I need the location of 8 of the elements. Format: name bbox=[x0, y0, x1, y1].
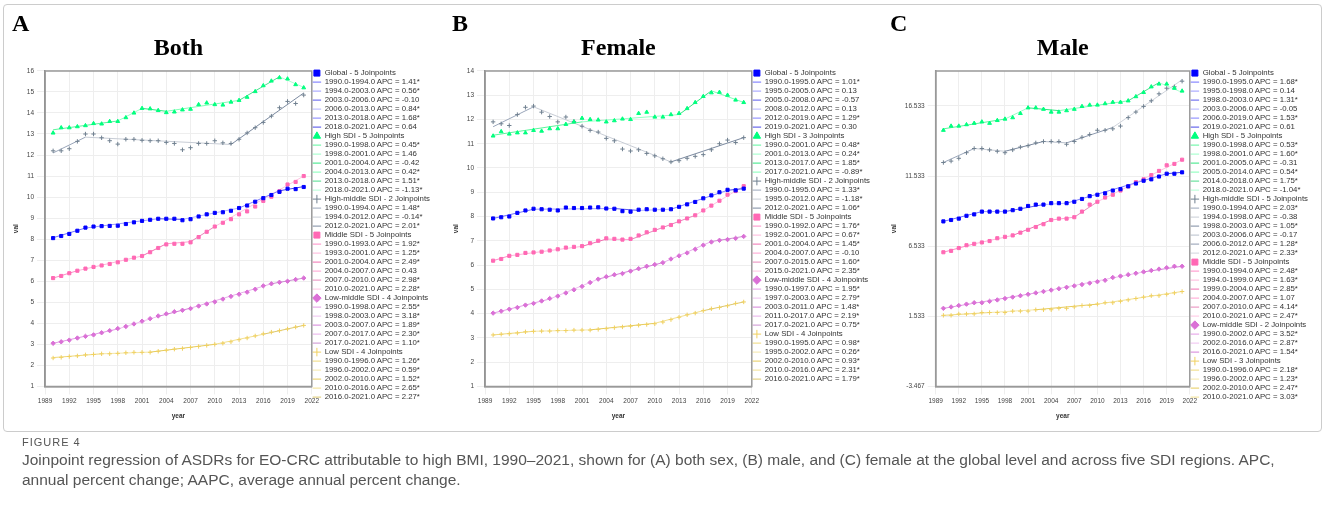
text: Joinpoint regression of ASDRs for EO-CRC attributable to high BMI, 1990–2021, shown for (A) both sex, (B) male, and (C) female at the global level and across five SDI regions. APC, annual percent change; AAPC, average annual percent change. bbox=[22, 450, 1276, 490]
text: C bbox=[890, 10, 908, 37]
chart-title: Male bbox=[1035, 34, 1090, 61]
chart-title: Both bbox=[152, 34, 205, 61]
text: B bbox=[452, 10, 469, 37]
text: FIGURE 4 bbox=[22, 436, 82, 448]
text: A bbox=[12, 10, 30, 37]
chart-title: Female bbox=[580, 34, 657, 61]
